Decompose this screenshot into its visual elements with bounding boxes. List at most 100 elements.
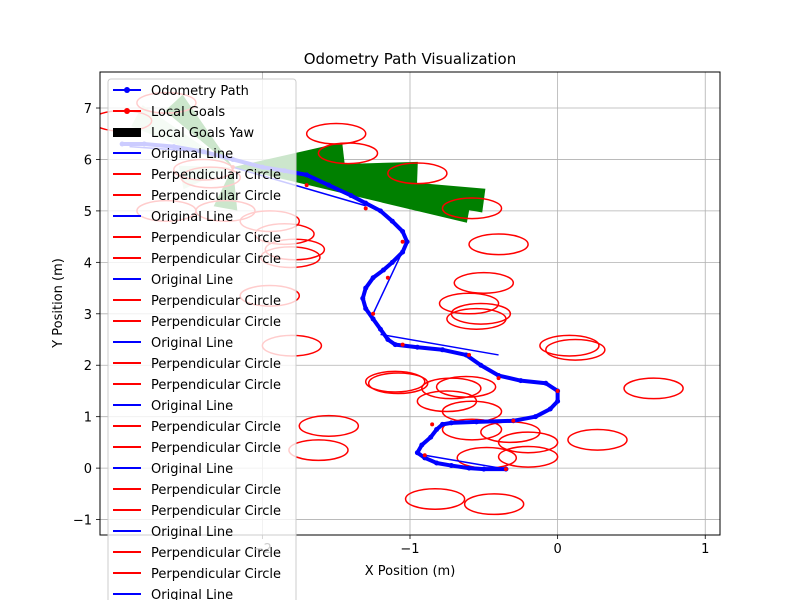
local-goal-point bbox=[422, 453, 427, 458]
odometry-point bbox=[428, 434, 434, 440]
legend: Odometry Path Local Goals Local Goals Yaw O… bbox=[107, 78, 297, 600]
odometry-point bbox=[363, 306, 369, 312]
local-goal-point bbox=[430, 422, 435, 427]
odometry-point bbox=[400, 228, 406, 234]
y-tick-label: −1 bbox=[73, 514, 92, 529]
legend-label: Perpendicular Circle bbox=[151, 189, 281, 204]
odometry-point bbox=[414, 344, 420, 350]
legend-label: Perpendicular Circle bbox=[151, 252, 281, 267]
legend-label: Perpendicular Circle bbox=[151, 567, 281, 582]
legend-box bbox=[107, 78, 297, 600]
y-tick-label: 7 bbox=[84, 102, 92, 117]
odometry-point bbox=[434, 427, 440, 433]
original-line bbox=[424, 454, 507, 470]
odometry-point bbox=[304, 172, 310, 178]
legend-label: Perpendicular Circle bbox=[151, 504, 281, 519]
legend-label: Original Line bbox=[151, 273, 233, 288]
y-tick-label: 1 bbox=[84, 411, 92, 426]
legend-label: Original Line bbox=[151, 147, 233, 162]
perpendicular-circle bbox=[463, 493, 525, 516]
perpendicular-circle bbox=[317, 142, 379, 165]
legend-label: Original Line bbox=[151, 336, 233, 351]
local-goal-point bbox=[371, 311, 376, 316]
local-goal-point bbox=[304, 183, 309, 188]
legend-label: Perpendicular Circle bbox=[151, 546, 281, 561]
odometry-point bbox=[543, 380, 549, 386]
x-tick-label: 1 bbox=[701, 542, 709, 557]
odometry-point bbox=[555, 398, 561, 404]
odometry-point bbox=[414, 450, 420, 456]
legend-label: Perpendicular Circle bbox=[151, 168, 281, 183]
perpendicular-circle bbox=[453, 271, 515, 294]
odometry-point bbox=[348, 192, 354, 198]
odometry-point bbox=[448, 420, 454, 426]
odometry-point bbox=[400, 249, 406, 255]
perpendicular-circle bbox=[441, 197, 503, 220]
y-tick-label: 6 bbox=[84, 153, 92, 168]
legend-label: Perpendicular Circle bbox=[151, 441, 281, 456]
perpendicular-circle bbox=[404, 487, 466, 511]
legend-label: Perpendicular Circle bbox=[151, 483, 281, 498]
odometry-point bbox=[404, 239, 410, 245]
legend-marker bbox=[124, 87, 130, 93]
odometry-point bbox=[419, 442, 425, 448]
odometry-point bbox=[463, 352, 469, 358]
odometry-point bbox=[439, 421, 445, 427]
odometry-point bbox=[518, 378, 524, 384]
local-goal-point bbox=[511, 418, 516, 423]
perpendicular-circle bbox=[288, 439, 349, 462]
original-line bbox=[380, 333, 499, 356]
odometry-point bbox=[434, 460, 440, 466]
odometry-point bbox=[389, 259, 395, 265]
odometry-point bbox=[466, 465, 472, 471]
y-tick-label: 2 bbox=[84, 359, 92, 374]
local-goal-point bbox=[363, 206, 368, 211]
perpendicular-circle bbox=[497, 445, 559, 468]
legend-label: Original Line bbox=[151, 210, 233, 225]
perpendicular-circle bbox=[456, 446, 518, 469]
odometry-point bbox=[360, 295, 366, 301]
chart-title: Odometry Path Visualization bbox=[304, 50, 517, 68]
legend-label: Odometry Path bbox=[151, 84, 249, 99]
x-tick-label: −1 bbox=[400, 542, 419, 557]
legend-label: Perpendicular Circle bbox=[151, 420, 281, 435]
legend-label: Perpendicular Circle bbox=[151, 315, 281, 330]
odometry-point bbox=[439, 347, 445, 353]
perpendicular-circle bbox=[421, 377, 482, 400]
perpendicular-circle bbox=[567, 428, 628, 451]
legend-label: Perpendicular Circle bbox=[151, 378, 281, 393]
odometry-point bbox=[448, 463, 454, 469]
odometry-point bbox=[392, 342, 398, 348]
x-tick-label: 0 bbox=[553, 542, 561, 557]
local-goal-point bbox=[496, 376, 501, 381]
legend-label: Original Line bbox=[151, 525, 233, 540]
odometry-point bbox=[370, 275, 376, 281]
odometry-point bbox=[326, 182, 332, 188]
odometry-point bbox=[363, 200, 369, 206]
odometry-point bbox=[478, 362, 484, 368]
perpendicular-circle bbox=[367, 372, 429, 395]
y-tick-label: 3 bbox=[84, 308, 92, 323]
legend-label: Local Goals Yaw bbox=[151, 126, 254, 141]
local-goal-point bbox=[400, 342, 405, 347]
legend-label: Original Line bbox=[151, 462, 233, 477]
x-axis-label: X Position (m) bbox=[365, 564, 456, 579]
local-goal-point bbox=[555, 388, 560, 393]
perpendicular-circle bbox=[438, 292, 500, 315]
perpendicular-circle bbox=[545, 338, 606, 361]
perpendicular-circle bbox=[539, 334, 600, 357]
perpendicular-circle bbox=[298, 414, 360, 437]
odometry-point bbox=[389, 218, 395, 224]
odometry-point bbox=[363, 285, 369, 291]
perpendicular-circle bbox=[497, 431, 559, 454]
perpendicular-circle bbox=[364, 370, 426, 393]
odometry-point bbox=[377, 326, 383, 332]
perpendicular-circle bbox=[305, 122, 367, 145]
perpendicular-circle bbox=[446, 307, 507, 330]
legend-swatch bbox=[113, 128, 141, 137]
legend-label: Original Line bbox=[151, 588, 233, 600]
odometry-point bbox=[532, 414, 538, 420]
perpendicular-circle bbox=[468, 233, 529, 256]
perpendicular-circle bbox=[441, 418, 503, 441]
